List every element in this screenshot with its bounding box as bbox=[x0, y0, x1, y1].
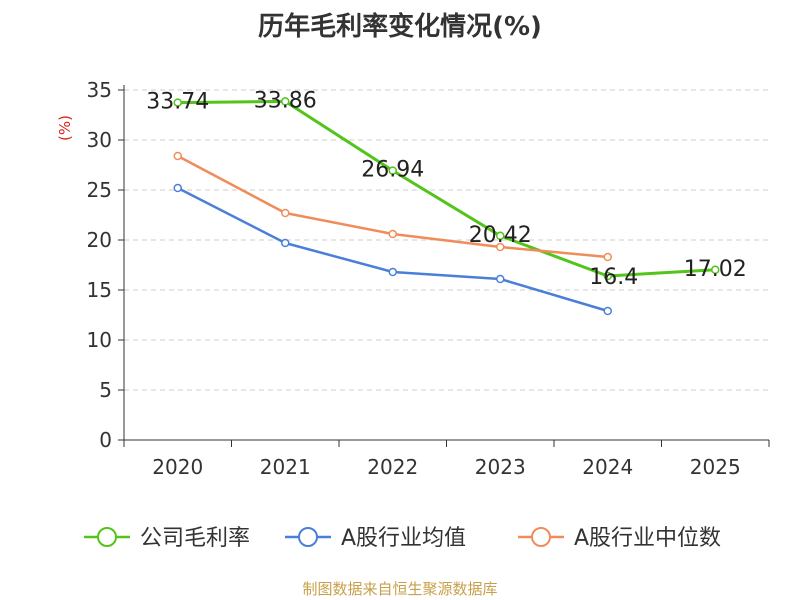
legend-item-2: A股行业中位数 bbox=[518, 526, 721, 551]
data-point bbox=[388, 229, 397, 239]
x-tick-label: 2021 bbox=[260, 455, 311, 479]
y-tick-label: 15 bbox=[87, 278, 112, 302]
legend-item-0: 公司毛利率 bbox=[84, 526, 250, 551]
data-labels: 33.74 33.86 26.94 20.42 16.4 17.02 bbox=[146, 88, 746, 290]
data-point bbox=[281, 208, 290, 218]
series-0 bbox=[173, 97, 720, 281]
legend-label: A股行业均值 bbox=[341, 526, 466, 551]
y-tick-label: 30 bbox=[87, 128, 112, 152]
data-point bbox=[281, 238, 290, 248]
legend-label: A股行业中位数 bbox=[574, 526, 721, 551]
series-1 bbox=[173, 183, 612, 316]
source-footer: 制图数据来自恒生聚源数据库 bbox=[302, 580, 498, 598]
series-line bbox=[177, 99, 716, 278]
data-point bbox=[173, 98, 182, 107]
x-tick-label: 2022 bbox=[367, 455, 418, 479]
y-tick-label: 5 bbox=[99, 378, 112, 402]
legend-item-1: A股行业均值 bbox=[285, 526, 466, 551]
series-2 bbox=[173, 151, 612, 262]
data-label: 33.86 bbox=[254, 88, 317, 113]
data-label: 17.02 bbox=[684, 257, 747, 282]
legend-marker bbox=[531, 527, 551, 547]
data-point bbox=[388, 267, 397, 277]
data-point bbox=[496, 231, 505, 241]
data-point bbox=[603, 271, 612, 281]
x-tick-label: 2024 bbox=[582, 455, 633, 479]
chart-title: 历年毛利率变化情况(%) bbox=[258, 12, 542, 42]
data-point bbox=[281, 97, 290, 106]
legend-label: 公司毛利率 bbox=[140, 526, 250, 551]
y-tick-label: 0 bbox=[99, 428, 112, 452]
data-point bbox=[173, 183, 182, 193]
data-label: 16.4 bbox=[589, 265, 638, 290]
y-axis-label: (%) bbox=[56, 115, 74, 141]
data-point bbox=[388, 166, 397, 175]
data-label: 20.42 bbox=[469, 223, 532, 248]
data-label: 33.74 bbox=[146, 90, 209, 115]
data-point bbox=[603, 252, 612, 262]
data-label: 26.94 bbox=[361, 158, 424, 183]
series-line bbox=[177, 186, 609, 313]
data-point bbox=[496, 242, 505, 252]
legend: 公司毛利率 A股行业均值 A股行业中位数 bbox=[84, 526, 721, 551]
x-tick-label: 2020 bbox=[152, 455, 203, 479]
y-tick-label: 25 bbox=[87, 178, 112, 202]
x-tick-label: 2025 bbox=[690, 455, 741, 479]
y-tick-label: 20 bbox=[87, 228, 112, 252]
legend-marker bbox=[97, 527, 117, 547]
y-tick-label: 10 bbox=[87, 328, 112, 352]
series-layer bbox=[173, 97, 720, 316]
legend-marker bbox=[298, 527, 318, 547]
data-point bbox=[603, 306, 612, 316]
data-point bbox=[496, 274, 505, 284]
y-tick-label: 35 bbox=[87, 78, 112, 102]
data-point bbox=[173, 151, 182, 161]
x-tick-label: 2023 bbox=[475, 455, 526, 479]
data-point bbox=[711, 265, 720, 275]
